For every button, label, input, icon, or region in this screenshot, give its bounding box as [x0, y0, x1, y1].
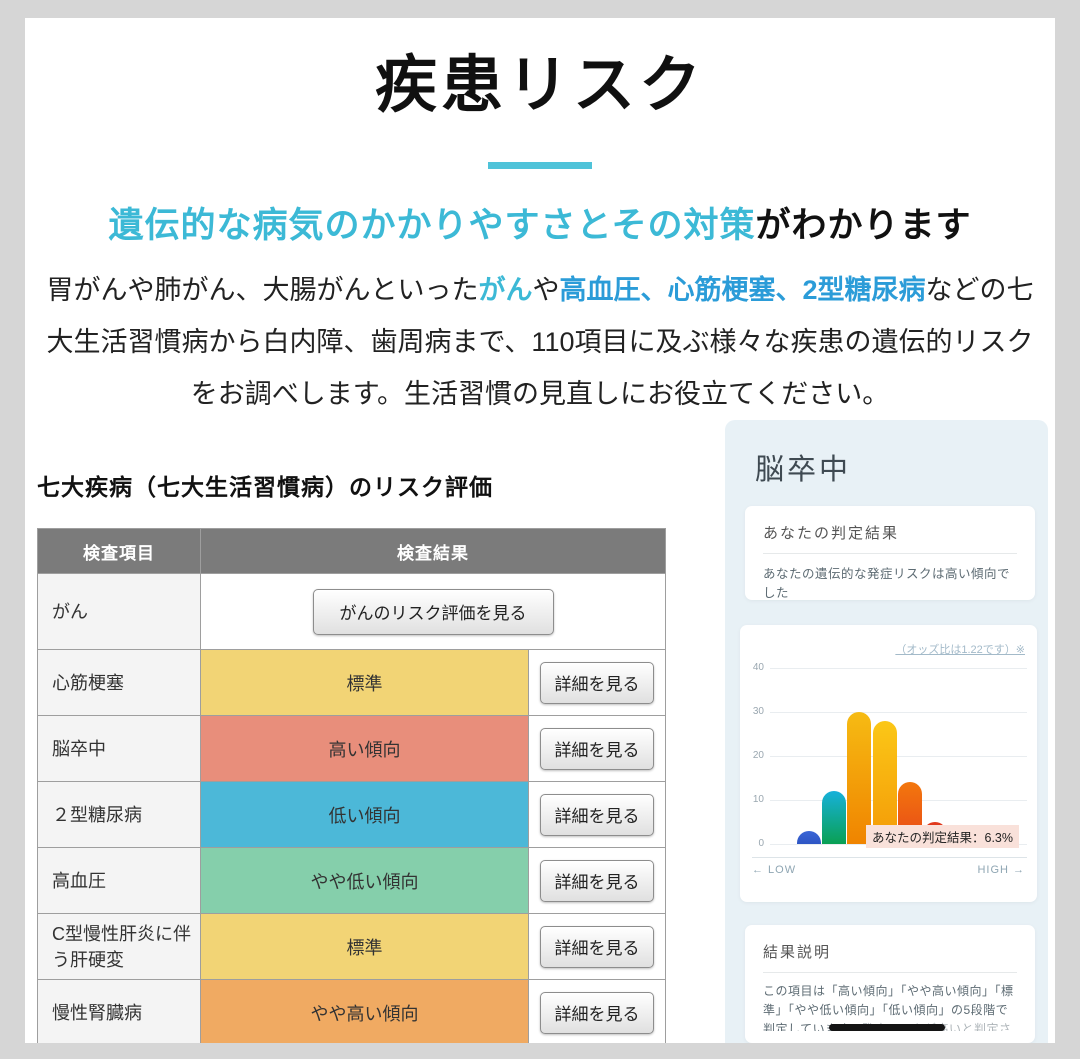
odds-ratio-link[interactable]: （オッズ比は1.22です）※ [895, 644, 1025, 656]
table-row: ２型糖尿病 低い傾向 詳細を見る [37, 781, 666, 848]
disease-name-cell: 慢性腎臓病 [37, 979, 201, 1043]
page: 疾患リスク 遺伝的な病気のかかりやすさとその対策がわかります 胃がんや肺がん、大… [25, 18, 1055, 1043]
y-axis-label: 0 [758, 838, 764, 849]
table-row: 脳卒中 高い傾向 詳細を見る [37, 715, 666, 782]
chart-bar [847, 712, 871, 844]
intro-segment: などの七大生活習慣病から白内障、歯周病まで、110項目に及ぶ様々な疾患の遺伝的リ… [46, 275, 1034, 409]
disease-name-cell: C型慢性肝炎に伴う肝硬変 [37, 913, 201, 980]
risk-level-cell: 低い傾向 [200, 781, 529, 848]
detail-button-cell: 詳細を見る [528, 847, 666, 914]
card-divider [763, 972, 1017, 973]
risk-level-cell: やや低い傾向 [200, 847, 529, 914]
detail-button-cell: 詳細を見る [528, 781, 666, 848]
result-explanation-card: 結果説明 この項目は「高い傾向」「やや高い傾向」「標準」「やや低い傾向」「低い傾… [745, 925, 1035, 1043]
risk-table: 検査項目 検査結果 がん がんのリスク評価を見る 心筋梗塞 標準 詳細を見る 脳卒中 高い傾… [37, 528, 666, 1043]
disease-name-cell: がん [37, 573, 201, 650]
detail-button[interactable]: 詳細を見る [540, 991, 654, 1034]
result-explanation-heading: 結果説明 [763, 944, 832, 961]
column-header-item: 検査項目 [37, 528, 201, 574]
risk-table-body: がん がんのリスク評価を見る 心筋梗塞 標準 詳細を見る 脳卒中 高い傾向 詳細を見る ２型糖尿… [37, 573, 666, 1043]
risk-level-cell: 標準 [200, 649, 529, 716]
chart-bar [873, 721, 897, 844]
chart-bar [822, 791, 846, 844]
risk-distribution-chart-card: （オッズ比は1.22です）※ 0 10 20 30 40 あなたの判定結果：6.3% ←… [740, 625, 1037, 902]
title-underline [488, 162, 592, 169]
intro-paragraph: 胃がんや肺がん、大腸がんといったがんや高血圧、心筋梗塞、2型糖尿病などの七大生活… [38, 264, 1043, 420]
judgment-result-text: あなたの遺伝的な発症リスクは高い傾向でした [763, 567, 1011, 600]
detail-button[interactable]: 詳細を見る [540, 793, 654, 836]
gridline [770, 712, 1027, 713]
page-title: 疾患リスク [374, 51, 705, 120]
intro-segment: 胃がんや肺がん、大腸がんといった [46, 275, 479, 305]
x-axis-high-label: HIGH → [977, 864, 1025, 876]
detail-button[interactable]: 詳細を見る [540, 859, 654, 902]
column-header-result: 検査結果 [200, 528, 666, 574]
intro-segment: 高血圧、心筋梗塞、2型糖尿病 [559, 275, 926, 305]
risk-level-cell: 標準 [200, 913, 529, 980]
table-row: がん がんのリスク評価を見る [37, 573, 666, 650]
detail-button-cell: 詳細を見る [528, 649, 666, 716]
disease-name-cell: 心筋梗塞 [37, 649, 201, 716]
detail-button-cell: 詳細を見る [528, 979, 666, 1043]
intro-segment: や [532, 275, 560, 305]
judgment-result-heading: あなたの判定結果 [763, 525, 900, 542]
detail-button-cell: 詳細を見る [528, 913, 666, 980]
panel-title: 脳卒中 [755, 454, 852, 486]
result-annotation: あなたの判定結果：6.3% [866, 825, 1019, 848]
explanation-main-text: この項目は「高い傾向」「やや高い傾向」「標準」「やや低い傾向」「低い傾向」の5段… [763, 984, 1014, 1031]
detail-button[interactable]: 詳細を見る [540, 925, 654, 968]
table-row: 慢性腎臓病 やや高い傾向 詳細を見る [37, 979, 666, 1043]
home-indicator-bar [828, 1024, 945, 1031]
detail-button[interactable]: 詳細を見る [540, 727, 654, 770]
table-row: C型慢性肝炎に伴う肝硬変 標準 詳細を見る [37, 913, 666, 980]
cancer-risk-button[interactable]: がんのリスク評価を見る [312, 588, 554, 635]
subtitle-highlight: 遺伝的な病気のかかりやすさとその対策 [108, 206, 756, 245]
judgment-result-card: あなたの判定結果 あなたの遺伝的な発症リスクは高い傾向でした [745, 506, 1035, 600]
disease-name-cell: 脳卒中 [37, 715, 201, 782]
y-axis-label: 20 [752, 750, 764, 761]
disease-name-cell: 高血圧 [37, 847, 201, 914]
table-row: 高血圧 やや低い傾向 詳細を見る [37, 847, 666, 914]
result-cell: がんのリスク評価を見る [200, 573, 666, 650]
disease-name-cell: ２型糖尿病 [37, 781, 201, 848]
chart-plot: 0 10 20 30 40 [740, 625, 1037, 902]
table-section-heading: 七大疾病（七大生活習慣病）のリスク評価 [37, 474, 493, 500]
subtitle: 遺伝的な病気のかかりやすさとその対策がわかります [25, 197, 1055, 248]
gridline [770, 668, 1027, 669]
y-axis-label: 10 [752, 794, 764, 805]
table-row: 心筋梗塞 標準 詳細を見る [37, 649, 666, 716]
intro-segment: がん [478, 275, 533, 305]
y-axis-label: 30 [752, 706, 764, 717]
risk-level-cell: 高い傾向 [200, 715, 529, 782]
table-header-row: 検査項目 検査結果 [37, 528, 666, 574]
risk-level-cell: やや高い傾向 [200, 979, 529, 1043]
risk-table-section: 七大疾病（七大生活習慣病）のリスク評価 検査項目 検査結果 がん がんのリスク評価… [37, 468, 666, 1043]
y-axis-label: 40 [752, 662, 764, 673]
gridline [770, 756, 1027, 757]
x-axis-line [752, 857, 1027, 858]
subtitle-rest: がわかります [755, 206, 972, 245]
x-axis-low-label: ← LOW [752, 864, 797, 876]
detail-button[interactable]: 詳細を見る [540, 661, 654, 704]
detail-button-cell: 詳細を見る [528, 715, 666, 782]
stroke-detail-panel: 脳卒中 あなたの判定結果 あなたの遺伝的な発症リスクは高い傾向でした （オッズ比… [725, 420, 1048, 1043]
chart-bar [797, 831, 821, 844]
card-divider [763, 553, 1017, 554]
